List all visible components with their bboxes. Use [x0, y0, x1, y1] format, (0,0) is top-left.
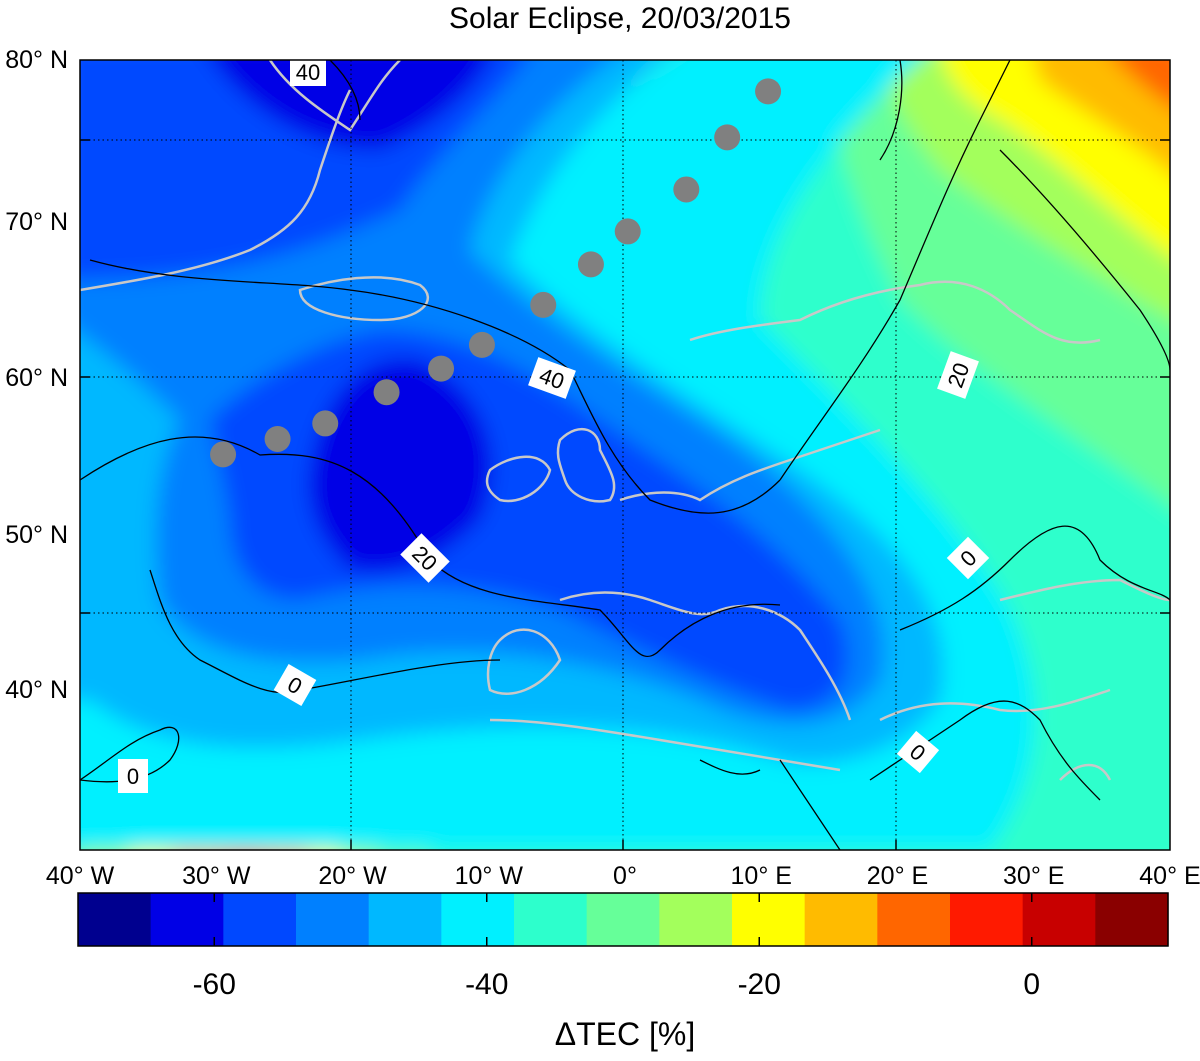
longitude-tick-label: 30° W — [182, 862, 251, 890]
longitude-tick-label: 40° W — [46, 862, 115, 890]
colorbar-swatch — [368, 893, 442, 946]
colorbar-swatch — [659, 893, 733, 946]
eclipse-path-point — [428, 355, 455, 382]
longitude-tick-label: 10° E — [731, 862, 792, 890]
colorbar-tick-label: -20 — [738, 968, 781, 1001]
longitude-tick-label: 0° — [613, 862, 637, 890]
latitude-tick-label: 70° N — [5, 208, 68, 236]
colorbar-tick-label: 0 — [1023, 968, 1040, 1001]
colorbar-ticks: -60 -40 -20 0 — [193, 893, 1040, 1001]
colorbar-swatch — [150, 893, 224, 946]
eclipse-path-point — [530, 291, 557, 318]
colorbar-label: ΔTEC [%] — [555, 1016, 696, 1052]
map-frame — [79, 59, 1171, 851]
eclipse-path-point — [614, 218, 641, 245]
tec-map-panel — [80, 60, 1170, 850]
colorbar-swatch — [514, 893, 588, 946]
colorbar-swatch — [441, 893, 515, 946]
colorbar-tick-label: -60 — [193, 968, 236, 1001]
eclipse-path-point — [312, 410, 339, 437]
colorbar-swatch — [78, 893, 152, 946]
colorbar-swatch — [586, 893, 660, 946]
longitude-labels: 40° W 30° W 20° W 10° W 0° 10° E 20° E 30° E 40°… — [46, 862, 1200, 890]
latitude-tick-label: 50° N — [5, 521, 68, 549]
eclipse-path-point — [210, 441, 237, 468]
longitude-tick-label: 40° E — [1139, 862, 1200, 890]
grid-lines — [80, 60, 1170, 850]
colorbar-swatch — [1095, 893, 1169, 946]
eclipse-path-point — [673, 176, 700, 203]
latitude-tick-label: 40° N — [5, 676, 68, 704]
colorbar-swatch — [950, 893, 1024, 946]
eclipse-path — [210, 78, 782, 468]
colorbar-tick-label: -40 — [465, 968, 508, 1001]
colorbar-swatch — [1022, 893, 1096, 946]
colorbar-swatch — [296, 893, 370, 946]
axis-ticks — [80, 139, 1170, 850]
colorbar-swatch — [223, 893, 297, 946]
contour-label: 40 — [296, 60, 320, 85]
latitude-tick-label: 60° N — [5, 364, 68, 392]
colorbar — [77, 892, 1169, 947]
figure-title: Solar Eclipse, 20/03/2015 — [449, 2, 791, 35]
colorbar-frame — [77, 892, 1169, 947]
eclipse-path-point — [264, 425, 291, 452]
contour-lines — [80, 60, 1170, 850]
longitude-tick-label: 20° E — [867, 862, 928, 890]
longitude-tick-label: 10° W — [455, 862, 524, 890]
eclipse-path-point — [468, 331, 495, 358]
coastlines — [80, 60, 1170, 781]
colorbar-swatch — [877, 893, 951, 946]
contour-label: 0 — [127, 764, 139, 789]
eclipse-path-point — [755, 78, 782, 105]
latitude-tick-label: 80° N — [5, 46, 68, 74]
colorbar-swatch — [804, 893, 878, 946]
longitude-tick-label: 30° E — [1003, 862, 1064, 890]
eclipse-path-point — [577, 251, 604, 278]
latitude-labels: 80° N 70° N 60° N 50° N 40° N — [5, 46, 68, 704]
longitude-tick-label: 20° W — [318, 862, 387, 890]
colorbar-swatch — [732, 893, 806, 946]
eclipse-path-point — [714, 124, 741, 151]
eclipse-path-point — [373, 379, 400, 406]
